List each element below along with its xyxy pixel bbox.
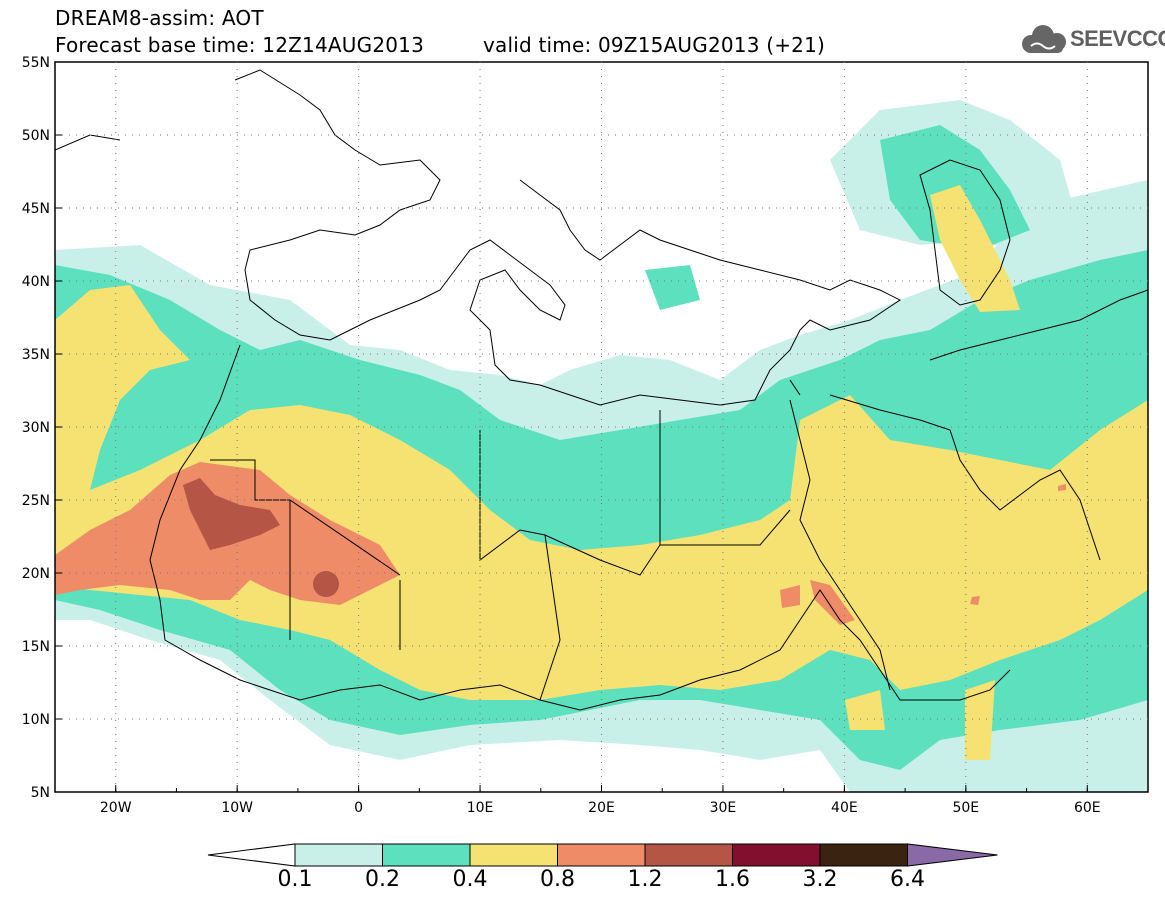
lat-tick-label: 45N: [22, 201, 50, 217]
legend-swatch: [557, 843, 646, 867]
legend-underflow-triangle: [207, 843, 296, 867]
legend-label: 6.4: [890, 867, 925, 892]
map-title: DREAM8-assim: AOT: [55, 6, 264, 30]
lon-tick-label: 50E: [952, 800, 979, 816]
legend-swatch: [644, 843, 733, 867]
lat-tick-label: 25N: [22, 493, 50, 509]
legend-label: 0.8: [540, 867, 575, 892]
forecast-base-time: Forecast base time: 12Z14AUG2013: [55, 33, 425, 57]
longitude-axis: 20W 10W 0 10E 20E 30E 40E 50E 60E: [54, 785, 1149, 816]
lon-tick-label: 0: [354, 800, 363, 816]
legend-swatch: [294, 843, 383, 867]
lat-tick-label: 35N: [22, 347, 50, 363]
latitude-axis: 55N 50N 45N 40N 35N 30N 25N 20N 15N 10N 5N: [22, 55, 62, 801]
legend-swatch: [819, 843, 908, 867]
legend-labels: 0.1 0.2 0.4 0.8 1.2 1.6 3.2 6.4: [0, 867, 1165, 897]
lon-tick-label: 40E: [831, 800, 858, 816]
legend-swatch: [732, 843, 821, 867]
legend-label: 0.1: [277, 867, 313, 892]
legend-label: 0.4: [452, 867, 488, 892]
legend-label: 1.6: [715, 867, 750, 892]
legend-overflow-triangle: [907, 843, 998, 867]
lon-tick-label: 30E: [710, 800, 737, 816]
lat-tick-label: 40N: [22, 274, 50, 290]
lat-tick-label: 20N: [22, 566, 50, 582]
lat-tick-label: 10N: [22, 712, 50, 728]
lat-tick-label: 15N: [22, 639, 50, 655]
lon-tick-label: 20W: [100, 800, 132, 816]
logo-text: SEEVCCC: [1070, 26, 1165, 51]
lon-tick-label: 10W: [221, 800, 253, 816]
lon-tick-label: 10E: [467, 800, 494, 816]
legend-label: 0.2: [365, 867, 400, 892]
gridlines: [55, 62, 1148, 792]
legend-label: 1.2: [627, 867, 663, 892]
lon-tick-label: 60E: [1074, 800, 1101, 816]
legend-swatch: [469, 843, 558, 867]
lat-tick-label: 30N: [22, 420, 50, 436]
legend-colorbar: [207, 843, 998, 867]
legend-swatch: [382, 843, 471, 867]
cloud-icon: [1022, 25, 1066, 53]
lat-tick-label: 5N: [31, 785, 50, 801]
lat-tick-label: 55N: [22, 55, 50, 71]
legend-label: 3.2: [802, 867, 838, 892]
lat-tick-label: 50N: [22, 128, 50, 144]
lon-tick-label: 20E: [588, 800, 615, 816]
aot-field: [55, 100, 1148, 792]
valid-time: valid time: 09Z15AUG2013 (+21): [483, 33, 826, 57]
